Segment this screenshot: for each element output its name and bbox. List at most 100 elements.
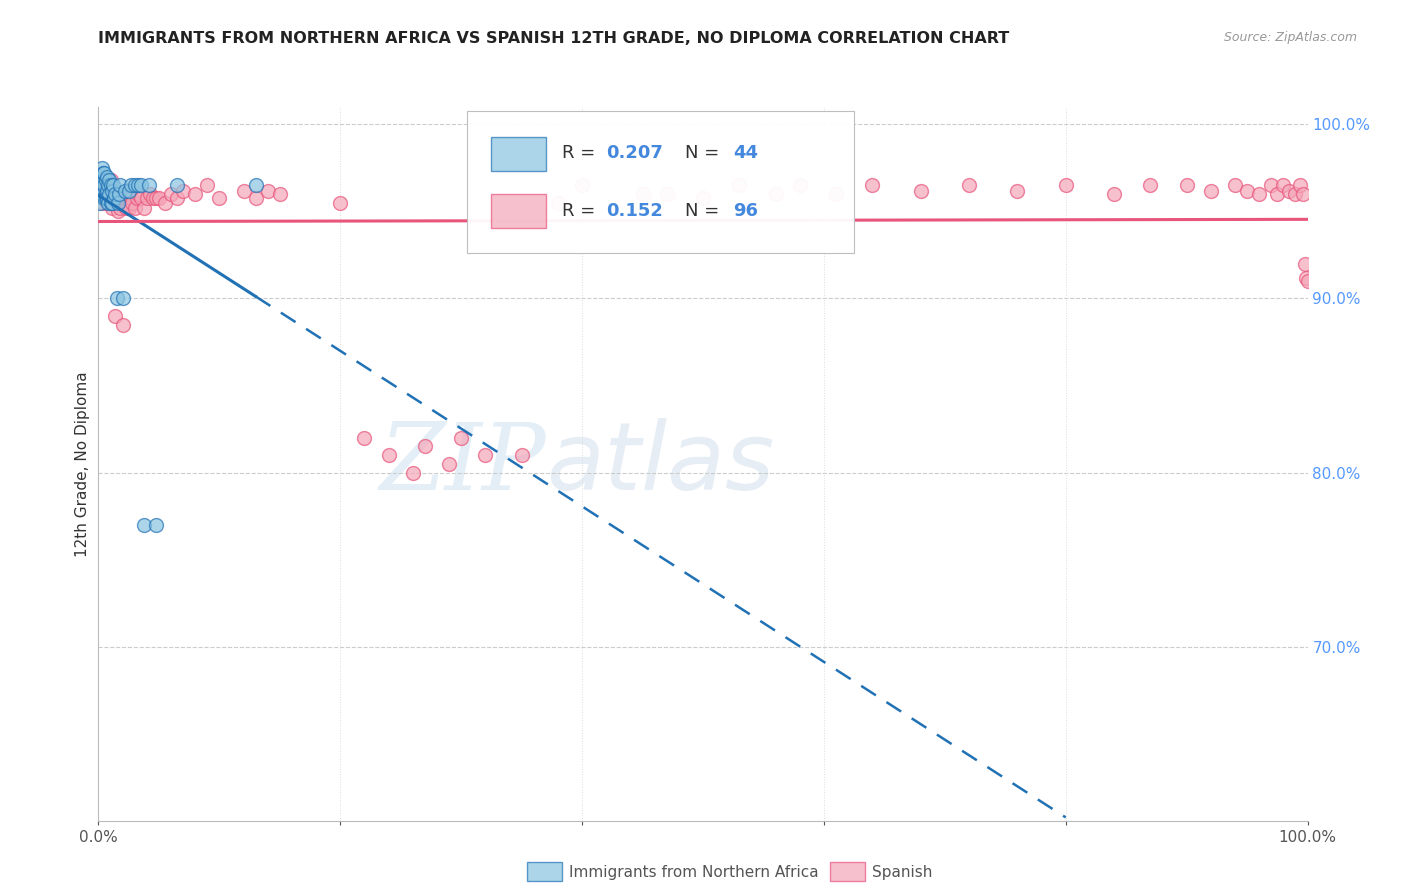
Point	[121, 195, 143, 210]
Point	[100, 195, 122, 210]
Bar	[492, 194, 546, 228]
Point	[91, 166, 114, 180]
Point	[101, 190, 124, 204]
Point	[96, 190, 118, 204]
Point	[114, 190, 136, 204]
Point	[957, 178, 980, 193]
Point	[96, 187, 118, 202]
Point	[100, 184, 122, 198]
Point	[98, 187, 121, 202]
Text: IMMIGRANTS FROM NORTHERN AFRICA VS SPANISH 12TH GRADE, NO DIPLOMA CORRELATION CH: IMMIGRANTS FROM NORTHERN AFRICA VS SPANI…	[98, 31, 1010, 46]
Point	[118, 184, 141, 198]
Point	[105, 190, 128, 204]
Point	[108, 187, 131, 202]
Point	[1102, 187, 1125, 202]
Point	[1289, 178, 1312, 193]
Point	[139, 187, 162, 202]
Point	[108, 187, 131, 202]
Point	[655, 187, 678, 202]
Point	[789, 178, 811, 193]
Point	[108, 178, 131, 193]
Point	[450, 431, 472, 445]
Point	[89, 195, 111, 210]
Point	[129, 190, 152, 204]
Point	[97, 190, 120, 204]
Point	[100, 190, 122, 204]
Point	[112, 195, 135, 210]
Point	[1223, 178, 1246, 193]
Point	[1284, 187, 1306, 202]
Point	[93, 190, 115, 204]
Point	[547, 195, 569, 210]
Point	[329, 195, 352, 210]
Text: Immigrants from Northern Africa: Immigrants from Northern Africa	[569, 865, 820, 880]
Point	[631, 187, 654, 202]
Point	[91, 173, 114, 187]
Point	[96, 184, 118, 198]
Point	[1292, 187, 1315, 202]
Point	[91, 161, 114, 175]
Point	[195, 178, 218, 193]
Point	[1236, 184, 1258, 198]
Point	[97, 195, 120, 210]
Point	[96, 169, 118, 184]
Point	[107, 195, 129, 210]
Point	[1249, 187, 1271, 202]
Point	[127, 187, 149, 202]
Point	[127, 178, 149, 193]
Point	[166, 178, 188, 193]
Point	[245, 178, 267, 193]
Point	[107, 204, 129, 219]
Point	[91, 173, 114, 187]
Point	[90, 187, 112, 202]
Point	[118, 201, 141, 215]
Point	[93, 178, 115, 193]
Point	[377, 448, 399, 462]
Point	[104, 187, 127, 202]
Point	[105, 187, 128, 202]
Y-axis label: 12th Grade, No Diploma: 12th Grade, No Diploma	[75, 371, 90, 557]
Point	[104, 309, 127, 323]
Point	[100, 173, 122, 187]
Point	[93, 166, 115, 180]
Point	[117, 187, 139, 202]
Text: N =: N =	[685, 145, 725, 162]
Point	[145, 517, 167, 532]
Text: N =: N =	[685, 202, 725, 219]
Point	[353, 431, 375, 445]
Point	[142, 190, 165, 204]
Text: 96: 96	[734, 202, 758, 219]
Point	[1294, 257, 1316, 271]
Text: R =: R =	[561, 202, 600, 219]
Point	[1139, 178, 1161, 193]
Point	[256, 184, 278, 198]
Point	[166, 190, 188, 204]
Point	[1054, 178, 1077, 193]
Point	[103, 190, 125, 204]
Point	[269, 187, 291, 202]
Point	[111, 318, 134, 332]
Point	[571, 178, 593, 193]
Point	[124, 201, 146, 215]
Point	[120, 190, 142, 204]
Point	[138, 178, 160, 193]
Point	[208, 190, 231, 204]
Text: 44: 44	[734, 145, 758, 162]
Point	[93, 190, 115, 204]
Point	[145, 190, 167, 204]
Point	[245, 190, 267, 204]
Point	[118, 187, 141, 202]
Point	[90, 169, 112, 184]
Point	[1175, 178, 1198, 193]
Point	[910, 184, 932, 198]
Point	[100, 178, 122, 193]
Point	[1278, 184, 1301, 198]
Point	[108, 201, 131, 215]
Text: 0.207: 0.207	[606, 145, 664, 162]
Point	[510, 448, 533, 462]
Point	[692, 190, 714, 204]
Point	[111, 292, 134, 306]
Point	[153, 195, 176, 210]
Point	[100, 201, 122, 215]
Point	[120, 178, 142, 193]
